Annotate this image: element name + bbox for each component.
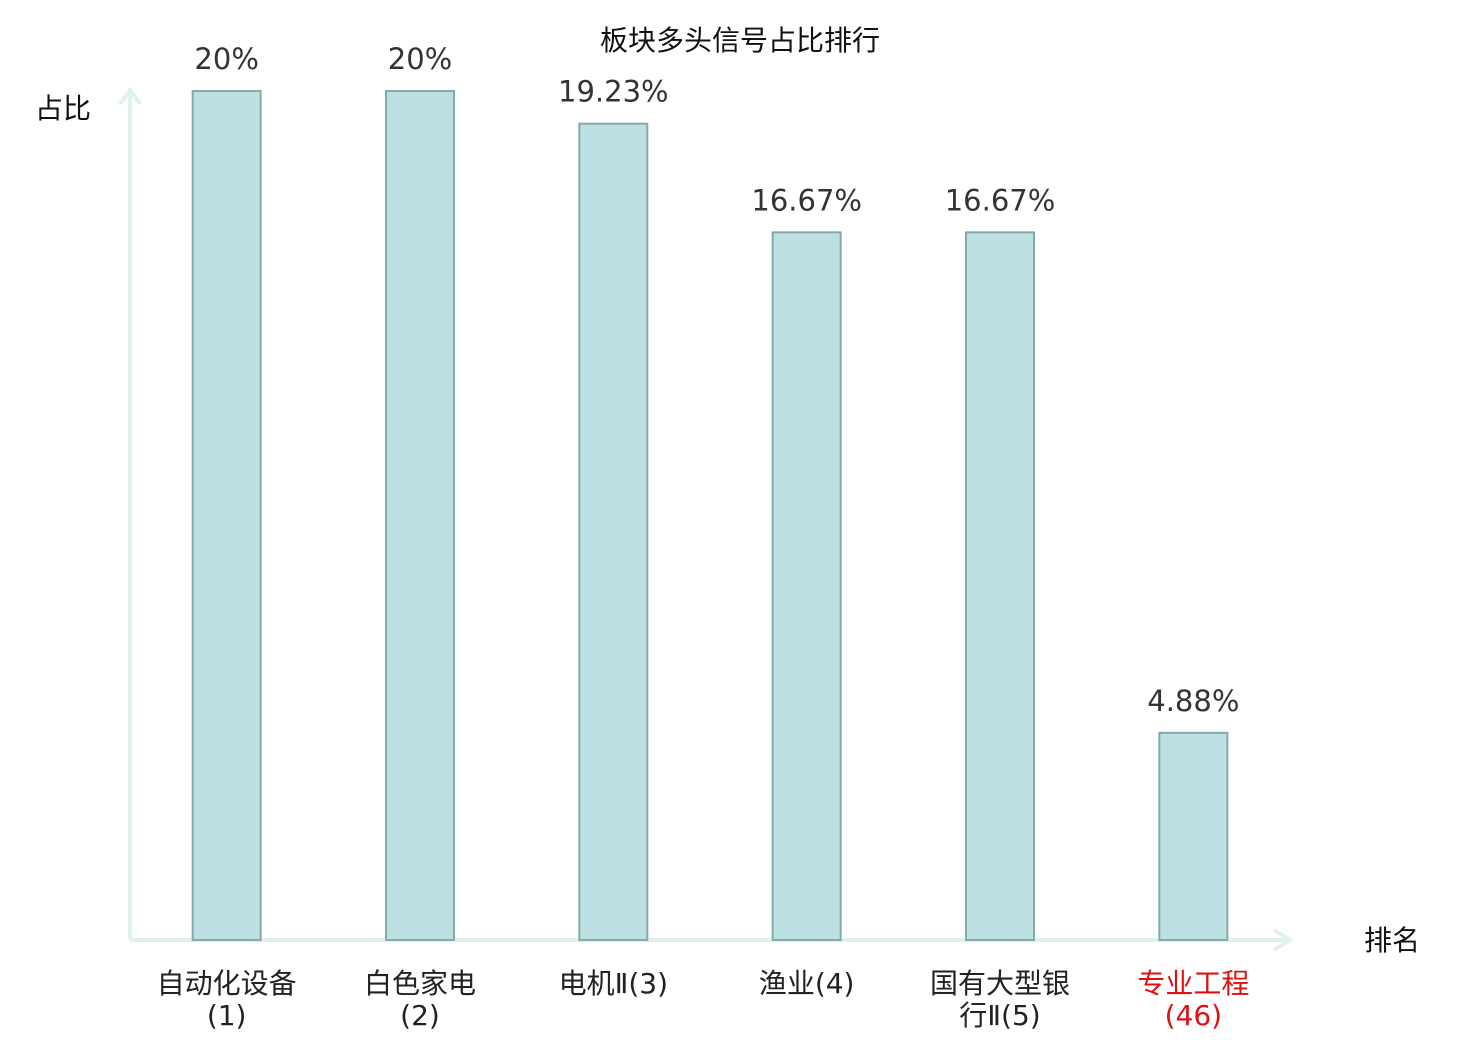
- value-label: 16.67%: [945, 183, 1056, 217]
- bar: [1158, 731, 1229, 941]
- value-label: 4.88%: [1147, 684, 1239, 718]
- chart-title: 板块多头信号占比排行: [600, 24, 880, 57]
- bar: [771, 231, 842, 941]
- value-label: 20%: [388, 42, 452, 76]
- bar: [578, 122, 649, 941]
- bar: [191, 90, 262, 941]
- x-tick-label: 渔业(4): [758, 967, 855, 1000]
- x-tick-label: 白色家电(2): [363, 967, 476, 1032]
- bar: [965, 231, 1035, 941]
- x-tick-label: 电机Ⅱ(3): [558, 967, 669, 1000]
- bar: [385, 90, 455, 941]
- y-axis-arrow: [118, 86, 142, 106]
- x-tick-label: 自动化设备(1): [156, 967, 297, 1032]
- x-tick-label: 国有大型银行Ⅱ(5): [929, 967, 1070, 1032]
- value-label: 20%: [194, 42, 258, 76]
- value-label: 19.23%: [558, 75, 669, 109]
- x-axis-arrow: [1272, 928, 1294, 952]
- x-tick-label: 专业工程(46): [1137, 967, 1250, 1032]
- x-axis-label: 排名: [1364, 924, 1420, 957]
- value-label: 16.67%: [751, 183, 862, 217]
- y-axis-label: 占比: [35, 92, 91, 125]
